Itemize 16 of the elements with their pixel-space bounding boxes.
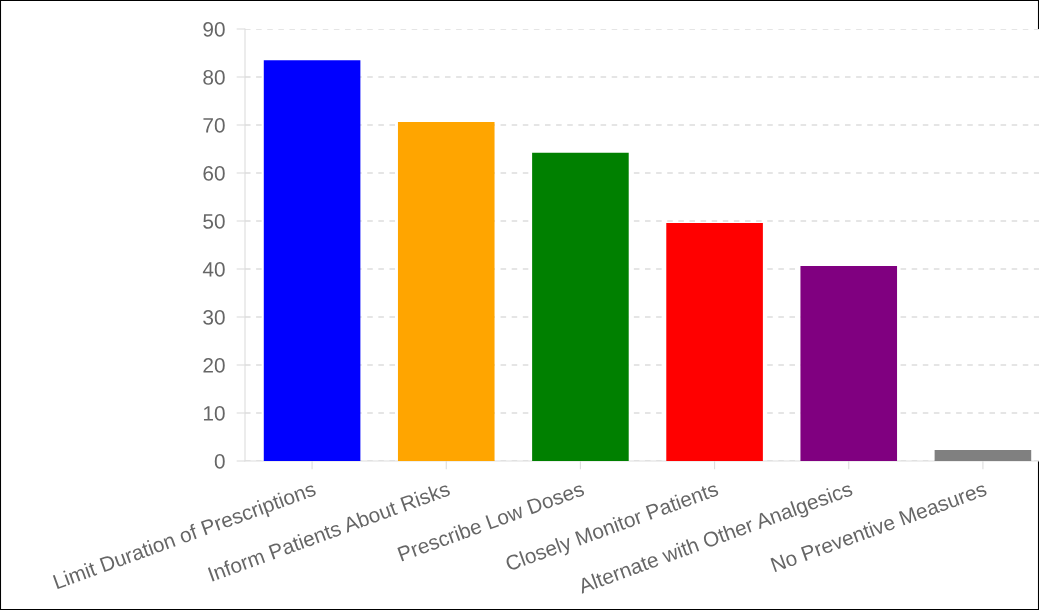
- y-tick-label: 90: [203, 22, 225, 37]
- y-tick-label: 80: [203, 70, 225, 85]
- bar: [934, 449, 1032, 461]
- bar: [800, 266, 898, 461]
- bar: [532, 152, 629, 461]
- y-tick-label: 60: [203, 166, 225, 181]
- y-tick-label: 10: [203, 406, 225, 421]
- bar: [397, 122, 495, 461]
- y-tick-label: 0: [214, 454, 225, 469]
- y-tick-label: 70: [203, 118, 225, 133]
- y-tick-label: 30: [203, 310, 225, 325]
- bar: [263, 60, 361, 461]
- y-tick-label: 20: [203, 358, 225, 373]
- y-tick-label: 40: [202, 262, 225, 277]
- y-tick-label: 50: [203, 214, 225, 229]
- bar: [666, 222, 763, 461]
